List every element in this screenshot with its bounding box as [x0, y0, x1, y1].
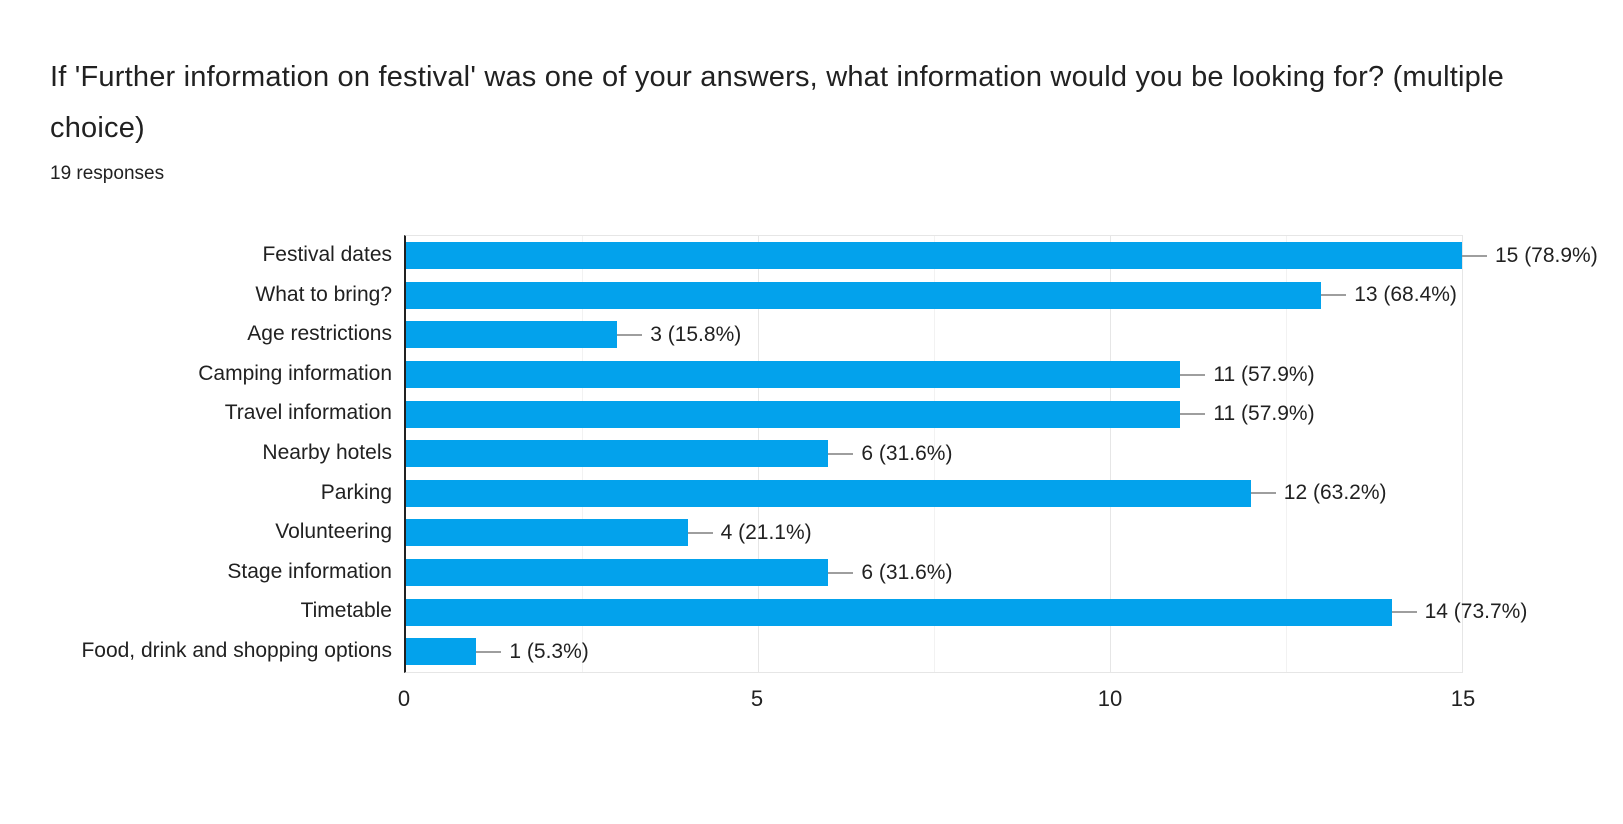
bar-row: 1 (5.3%) — [406, 632, 1462, 672]
category-label: Camping information — [198, 361, 392, 385]
bar-row: 15 (78.9%) — [406, 236, 1598, 276]
bar-row: 4 (21.1%) — [406, 513, 1462, 553]
leader-line — [828, 571, 854, 574]
category-label: Volunteering — [275, 520, 392, 544]
category-label: Food, drink and shopping options — [81, 638, 392, 662]
bar — [406, 519, 688, 547]
bar-row: 13 (68.4%) — [406, 276, 1462, 316]
bar-value-label: 12 (63.2%) — [1283, 481, 1387, 505]
chart-body: Festival dates What to bring? Age restrict… — [0, 235, 1623, 673]
leader-line — [1321, 294, 1347, 297]
x-tick-label: 0 — [397, 685, 411, 711]
x-axis: 0 5 10 15 — [398, 673, 1475, 725]
bar — [406, 559, 829, 587]
bar — [406, 479, 1251, 507]
bar-value-label: 15 (78.9%) — [1495, 243, 1598, 267]
bar-value-label: 6 (31.6%) — [861, 560, 953, 584]
bar — [406, 598, 1392, 626]
bar-value-label: 14 (73.7%) — [1424, 600, 1528, 624]
response-count: 19 responses — [50, 163, 165, 184]
bar-row: 11 (57.9%) — [406, 355, 1462, 395]
leader-line — [828, 452, 854, 455]
category-label: What to bring? — [255, 282, 392, 306]
bar-row: 6 (31.6%) — [406, 553, 1462, 593]
bar-row: 12 (63.2%) — [406, 474, 1462, 514]
x-tick-label: 5 — [750, 685, 764, 711]
bar — [406, 440, 829, 468]
bar — [406, 361, 1181, 389]
category-label: Age restrictions — [247, 322, 392, 346]
bar-value-label: 1 (5.3%) — [509, 639, 589, 663]
leader-line — [1462, 254, 1487, 257]
category-label: Timetable — [300, 599, 392, 623]
bar-value-label: 13 (68.4%) — [1354, 283, 1457, 307]
leader-line — [476, 650, 502, 653]
bar-value-label: 6 (31.6%) — [861, 441, 953, 465]
question-header: If 'Further information on festival' was… — [0, 0, 1623, 187]
bar-value-label: 11 (57.9%) — [1213, 362, 1315, 386]
leader-line — [1250, 492, 1276, 495]
leader-line — [1180, 373, 1206, 376]
bar — [406, 321, 618, 349]
question-title: If 'Further information on festival' was… — [50, 61, 1504, 144]
leader-line — [617, 333, 643, 336]
category-label: Stage information — [227, 559, 392, 583]
bar — [406, 638, 477, 666]
leader-line — [1180, 413, 1206, 416]
x-tick-label: 10 — [1097, 685, 1123, 711]
bar-row: 3 (15.8%) — [406, 315, 1462, 355]
major-gridline — [1110, 236, 1111, 672]
category-label-column: Festival dates What to bring? Age restrict… — [0, 235, 404, 673]
leader-line — [687, 531, 713, 534]
bar-value-label: 4 (21.1%) — [720, 520, 812, 544]
bar-value-label: 3 (15.8%) — [650, 322, 742, 346]
bar-row: 14 (73.7%) — [406, 592, 1527, 632]
category-label: Parking — [320, 480, 392, 504]
x-tick-label: 15 — [1450, 685, 1476, 711]
horizontal-bar-chart: Festival dates What to bring? Age restrict… — [0, 235, 1623, 725]
category-label: Travel information — [224, 401, 392, 425]
minor-gridline — [934, 236, 935, 672]
category-label: Festival dates — [262, 243, 392, 266]
bar — [406, 281, 1322, 309]
category-label: Nearby hotels — [262, 440, 392, 464]
leader-line — [1391, 611, 1417, 614]
minor-gridline — [1286, 236, 1287, 672]
bar — [406, 400, 1181, 428]
plot-area: 15 (78.9%) 13 (68.4%) 3 (15.8%) 11 (57.9%) 1… — [404, 235, 1598, 673]
bar-value-label: 11 (57.9%) — [1213, 402, 1315, 426]
bar-row: 6 (31.6%) — [406, 434, 1462, 474]
bar — [406, 242, 1462, 270]
bar-row: 11 (57.9%) — [406, 394, 1462, 434]
